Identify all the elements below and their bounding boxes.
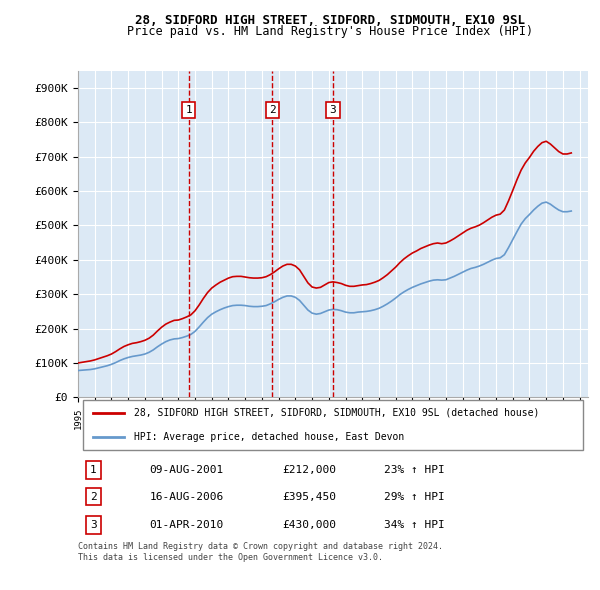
- Text: £430,000: £430,000: [282, 520, 336, 530]
- Text: 1: 1: [90, 465, 97, 475]
- Text: 29% ↑ HPI: 29% ↑ HPI: [384, 491, 445, 502]
- Text: Price paid vs. HM Land Registry's House Price Index (HPI): Price paid vs. HM Land Registry's House …: [127, 25, 533, 38]
- Text: Contains HM Land Registry data © Crown copyright and database right 2024.
This d: Contains HM Land Registry data © Crown c…: [78, 542, 443, 562]
- Text: 16-AUG-2006: 16-AUG-2006: [149, 491, 224, 502]
- Text: HPI: Average price, detached house, East Devon: HPI: Average price, detached house, East…: [134, 432, 404, 442]
- Text: 3: 3: [90, 520, 97, 530]
- Text: 23% ↑ HPI: 23% ↑ HPI: [384, 465, 445, 475]
- Text: 2: 2: [90, 491, 97, 502]
- FancyBboxPatch shape: [83, 400, 583, 450]
- Text: 2: 2: [269, 105, 276, 115]
- Text: 09-AUG-2001: 09-AUG-2001: [149, 465, 224, 475]
- Text: 34% ↑ HPI: 34% ↑ HPI: [384, 520, 445, 530]
- Text: 3: 3: [329, 105, 337, 115]
- Text: 01-APR-2010: 01-APR-2010: [149, 520, 224, 530]
- Text: 28, SIDFORD HIGH STREET, SIDFORD, SIDMOUTH, EX10 9SL: 28, SIDFORD HIGH STREET, SIDFORD, SIDMOU…: [135, 14, 525, 27]
- Text: £395,450: £395,450: [282, 491, 336, 502]
- Text: 28, SIDFORD HIGH STREET, SIDFORD, SIDMOUTH, EX10 9SL (detached house): 28, SIDFORD HIGH STREET, SIDFORD, SIDMOU…: [134, 408, 539, 418]
- Text: £212,000: £212,000: [282, 465, 336, 475]
- Text: 1: 1: [185, 105, 192, 115]
